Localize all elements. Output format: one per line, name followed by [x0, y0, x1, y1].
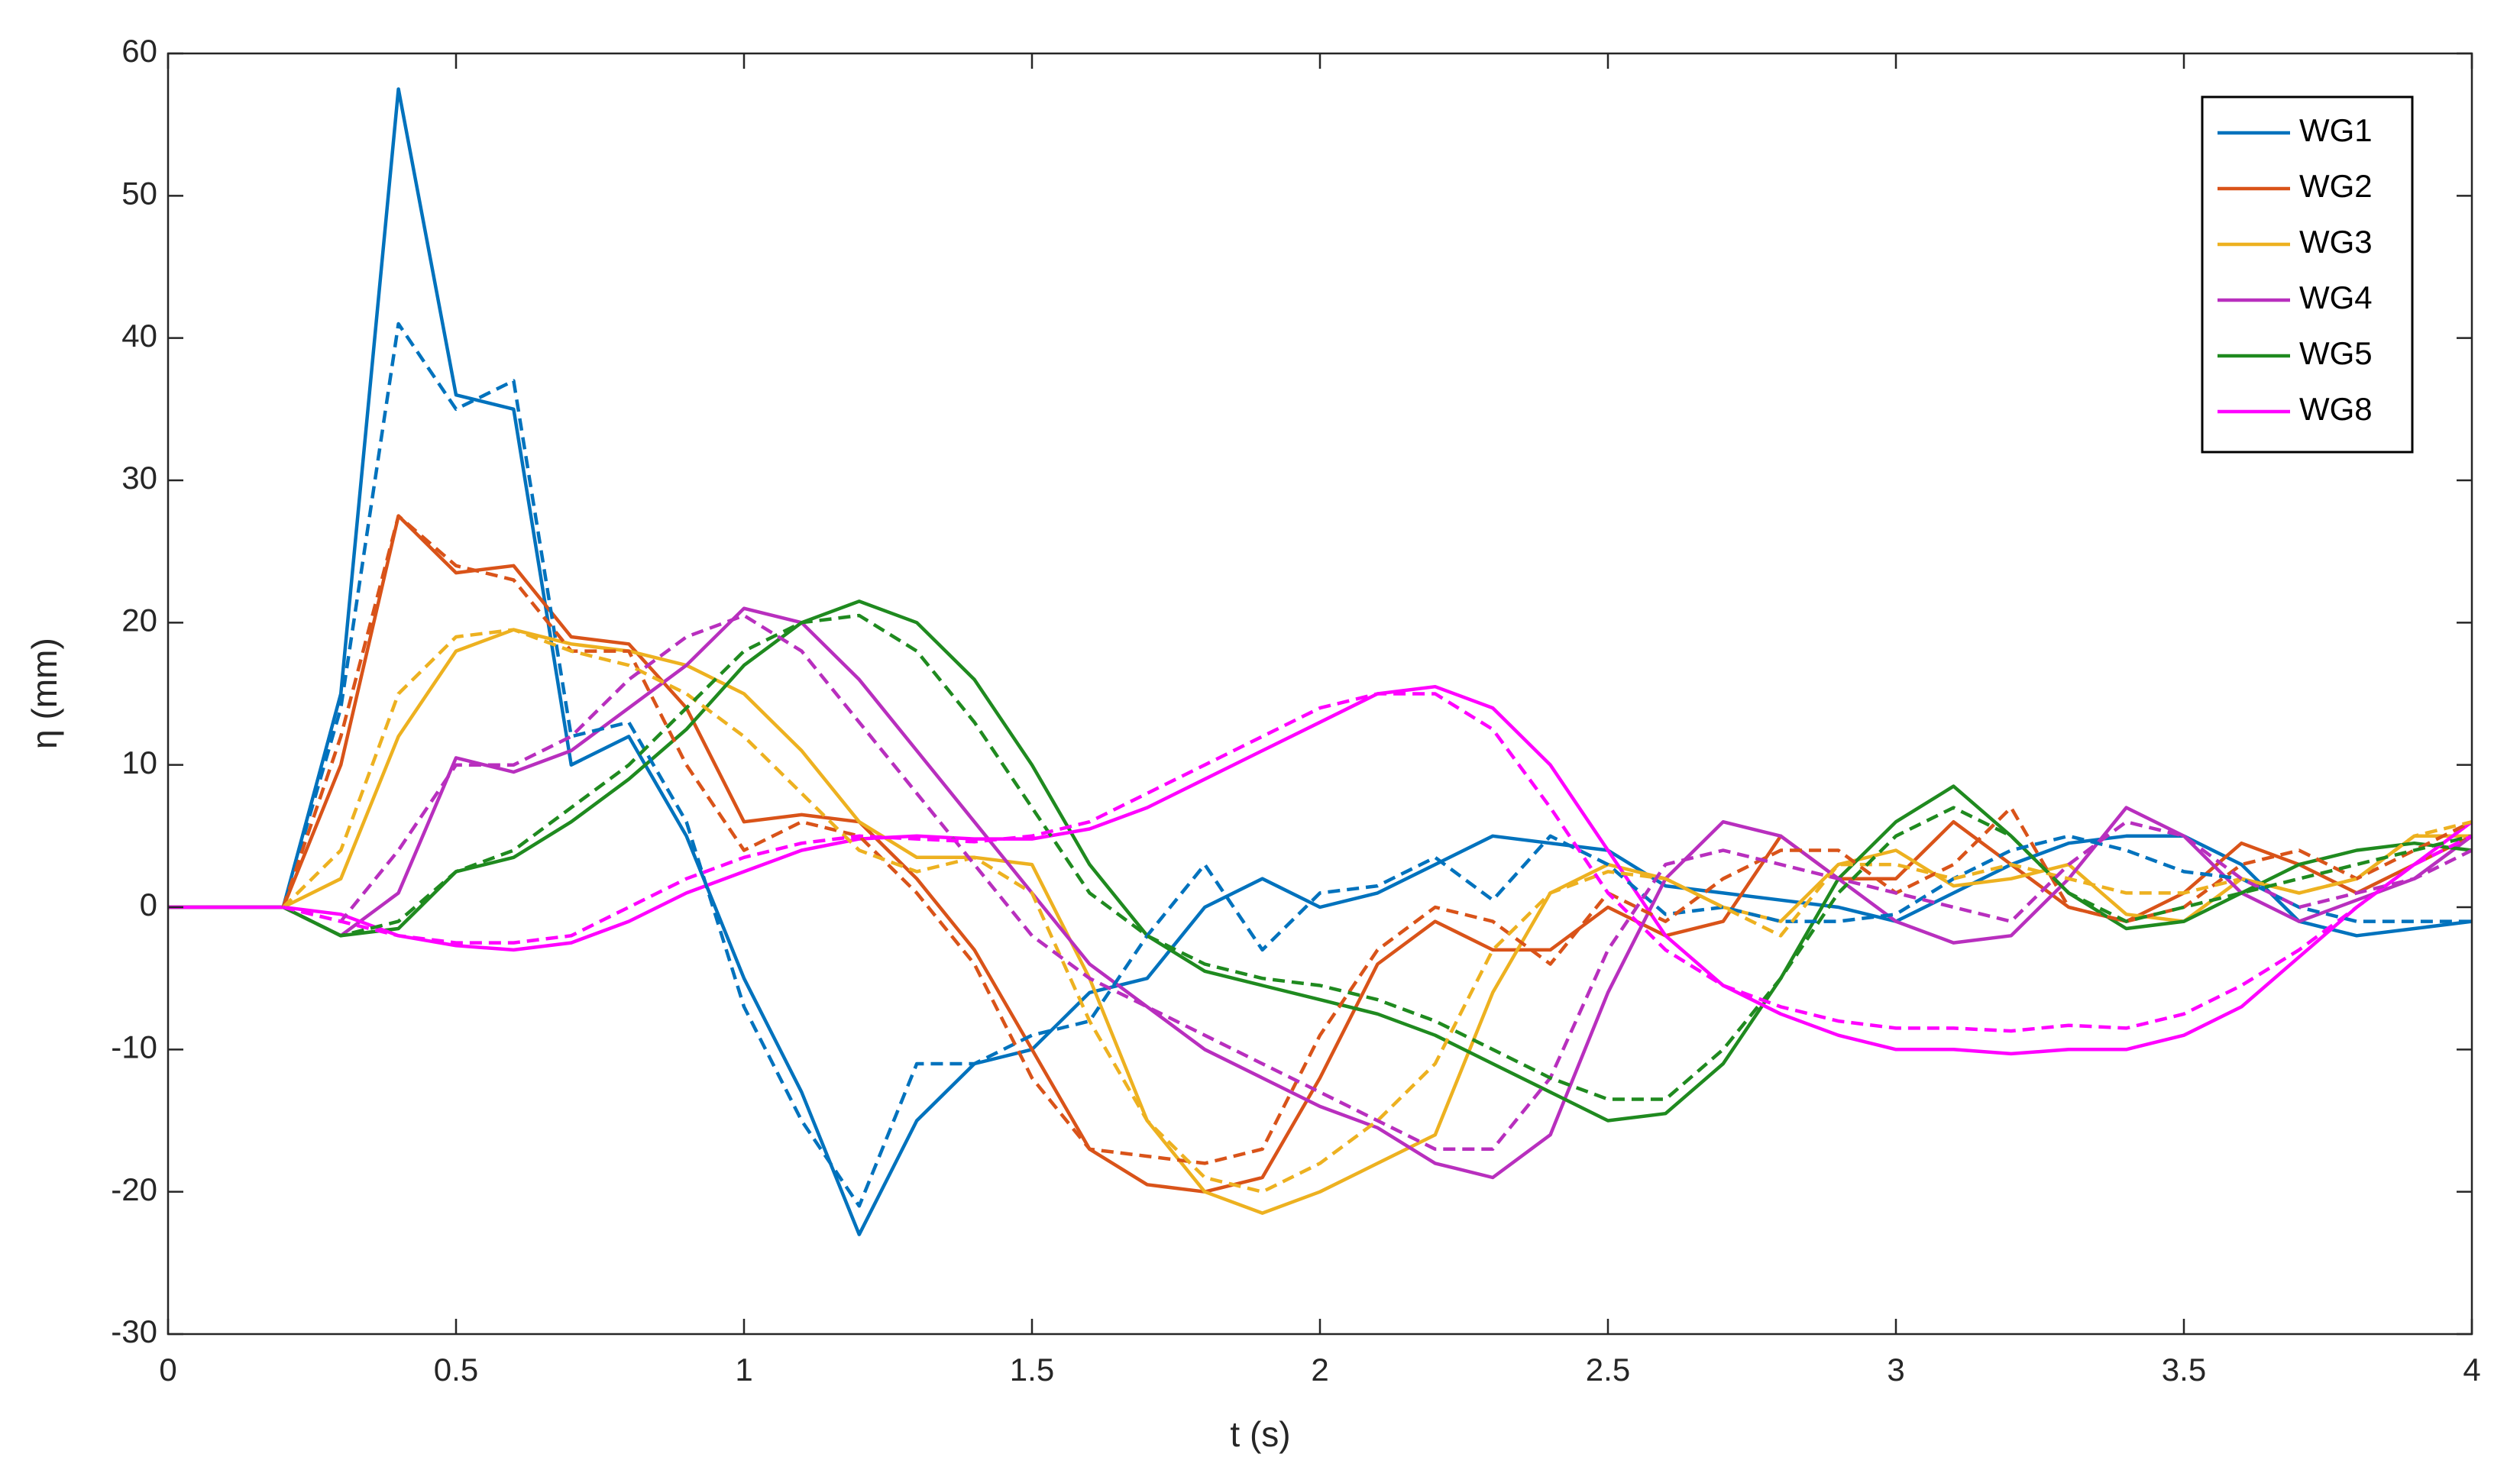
series-line: [168, 684, 2473, 1056]
y-tick-label: 0: [140, 887, 157, 922]
series-line: [168, 599, 2473, 1123]
x-tick-label: 3.5: [2162, 1352, 2206, 1388]
x-tick-label: 2.5: [1586, 1352, 1630, 1388]
y-tick-label: 20: [121, 602, 157, 638]
legend-label: WG3: [2299, 224, 2373, 260]
y-tick-label: 60: [121, 33, 157, 69]
y-tick-label: 40: [121, 318, 157, 354]
series-line-dashed: [168, 628, 2473, 1194]
plot-area: [168, 87, 2473, 1236]
series-line-dashed: [168, 692, 2473, 1033]
x-axis-label: t (s): [1230, 1414, 1290, 1454]
series-line: [168, 606, 2473, 1180]
x-tick-label: 3: [1887, 1352, 1904, 1388]
series-line-dashed: [168, 514, 2473, 1165]
legend-label: WG5: [2299, 335, 2373, 371]
x-tick-label: 1.5: [1010, 1352, 1054, 1388]
legend-label: WG4: [2299, 279, 2373, 315]
series-line-dashed: [168, 613, 2473, 1101]
series-line: [168, 628, 2472, 1215]
y-tick-label: 30: [121, 460, 157, 496]
x-tick-label: 4: [2463, 1352, 2480, 1388]
legend-label: WG2: [2299, 168, 2373, 204]
series-line-dashed: [168, 321, 2472, 1208]
series-line: [168, 87, 2473, 1236]
y-tick-label: -20: [111, 1171, 157, 1207]
y-axis-label: η (mm): [24, 638, 64, 749]
y-tick-label: -30: [111, 1313, 157, 1349]
x-tick-label: 0: [159, 1352, 176, 1388]
x-tick-label: 0.5: [434, 1352, 478, 1388]
y-tick-label: 50: [121, 175, 157, 211]
x-tick-label: 2: [1311, 1352, 1328, 1388]
y-tick-label: -10: [111, 1029, 157, 1065]
legend-box: [2201, 95, 2414, 454]
series-line-dashed: [168, 613, 2473, 1152]
legend-label: WG1: [2299, 112, 2373, 148]
x-tick-label: 1: [735, 1352, 752, 1388]
legend-label: WG8: [2299, 391, 2373, 427]
y-tick-label: 10: [121, 745, 157, 780]
